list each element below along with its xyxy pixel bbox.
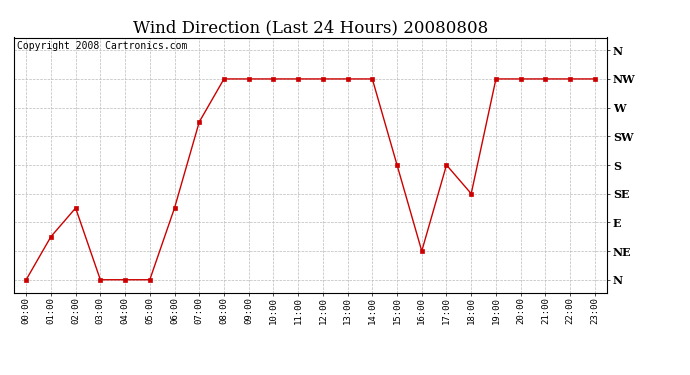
Title: Wind Direction (Last 24 Hours) 20080808: Wind Direction (Last 24 Hours) 20080808 (133, 19, 488, 36)
Text: Copyright 2008 Cartronics.com: Copyright 2008 Cartronics.com (17, 41, 187, 51)
